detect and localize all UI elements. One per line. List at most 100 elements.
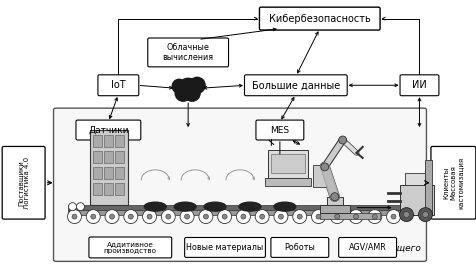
FancyBboxPatch shape: [270, 238, 328, 257]
Circle shape: [90, 214, 96, 219]
Circle shape: [147, 214, 152, 219]
Bar: [104, 151, 113, 163]
Bar: [104, 183, 113, 195]
Circle shape: [109, 214, 114, 219]
Circle shape: [311, 210, 325, 224]
Bar: [404, 173, 425, 185]
Text: Поставщики
Логистика 4.0: Поставщики Логистика 4.0: [17, 157, 30, 209]
Circle shape: [338, 136, 346, 144]
Circle shape: [172, 79, 186, 93]
Circle shape: [386, 210, 400, 224]
Circle shape: [86, 210, 100, 224]
Ellipse shape: [273, 202, 295, 211]
Circle shape: [278, 214, 283, 219]
Circle shape: [297, 214, 302, 219]
Circle shape: [273, 210, 288, 224]
Bar: [93, 183, 102, 195]
Circle shape: [161, 210, 175, 224]
Circle shape: [292, 210, 306, 224]
Circle shape: [180, 210, 194, 224]
Circle shape: [203, 214, 208, 219]
Text: Датчики: Датчики: [88, 126, 129, 134]
Circle shape: [166, 214, 170, 219]
Circle shape: [371, 214, 377, 219]
Circle shape: [128, 214, 133, 219]
Text: Аддитивное
производство: Аддитивное производство: [104, 241, 157, 254]
FancyBboxPatch shape: [430, 147, 475, 219]
Bar: [312, 165, 325, 187]
Bar: [268, 150, 307, 178]
Text: Кибербезопасность: Кибербезопасность: [268, 13, 370, 24]
Circle shape: [240, 214, 245, 219]
Text: Облачные
вычисления: Облачные вычисления: [162, 43, 213, 62]
Circle shape: [334, 214, 339, 219]
FancyBboxPatch shape: [399, 75, 438, 96]
Bar: [326, 197, 342, 205]
FancyBboxPatch shape: [244, 75, 347, 96]
Bar: [104, 135, 113, 147]
Circle shape: [178, 78, 198, 98]
Text: IoT: IoT: [111, 80, 125, 90]
Bar: [93, 151, 102, 163]
Text: Клиенты
Массовая
кастомизация: Клиенты Массовая кастомизация: [443, 157, 462, 209]
Bar: [90, 130, 128, 205]
Ellipse shape: [174, 202, 196, 211]
Circle shape: [390, 214, 395, 219]
Circle shape: [222, 214, 227, 219]
Ellipse shape: [144, 202, 166, 211]
Text: Большие данные: Большие данные: [251, 80, 339, 90]
Circle shape: [68, 210, 81, 224]
Bar: [69, 205, 399, 210]
Ellipse shape: [238, 202, 260, 211]
Circle shape: [217, 210, 231, 224]
Circle shape: [348, 210, 362, 224]
FancyBboxPatch shape: [256, 120, 303, 140]
Circle shape: [175, 85, 191, 101]
FancyBboxPatch shape: [98, 75, 139, 96]
Text: AGV/AMR: AGV/AMR: [348, 243, 386, 252]
Bar: [319, 213, 379, 219]
Bar: [69, 210, 399, 215]
Text: Новые материалы: Новые материалы: [186, 243, 263, 252]
Circle shape: [259, 214, 264, 219]
Circle shape: [142, 210, 156, 224]
Circle shape: [320, 163, 328, 171]
Bar: [115, 167, 124, 179]
Circle shape: [399, 208, 413, 222]
Bar: [115, 183, 124, 195]
FancyBboxPatch shape: [2, 147, 45, 219]
Circle shape: [124, 210, 138, 224]
Circle shape: [184, 85, 200, 101]
Bar: [115, 135, 124, 147]
FancyBboxPatch shape: [338, 238, 396, 257]
Bar: [399, 185, 434, 214]
Bar: [425, 160, 432, 214]
FancyBboxPatch shape: [89, 237, 171, 258]
FancyBboxPatch shape: [259, 7, 379, 30]
Circle shape: [69, 203, 76, 211]
Bar: [264, 178, 310, 186]
FancyBboxPatch shape: [53, 108, 426, 261]
Circle shape: [198, 210, 212, 224]
Bar: [115, 151, 124, 163]
Circle shape: [105, 210, 119, 224]
Bar: [319, 205, 349, 213]
Circle shape: [417, 208, 432, 222]
Text: Завод будущего: Завод будущего: [342, 244, 419, 253]
FancyBboxPatch shape: [76, 120, 140, 140]
Ellipse shape: [204, 202, 226, 211]
Circle shape: [422, 212, 427, 218]
Circle shape: [315, 214, 320, 219]
Circle shape: [189, 77, 205, 93]
FancyBboxPatch shape: [184, 238, 265, 257]
Circle shape: [236, 210, 250, 224]
Text: Роботы: Роботы: [284, 243, 315, 252]
Circle shape: [76, 203, 84, 211]
Circle shape: [329, 210, 344, 224]
Text: ИИ: ИИ: [411, 80, 426, 90]
Circle shape: [184, 214, 189, 219]
Circle shape: [403, 212, 408, 218]
Bar: [93, 135, 102, 147]
Circle shape: [330, 193, 338, 201]
Bar: [270, 154, 304, 173]
